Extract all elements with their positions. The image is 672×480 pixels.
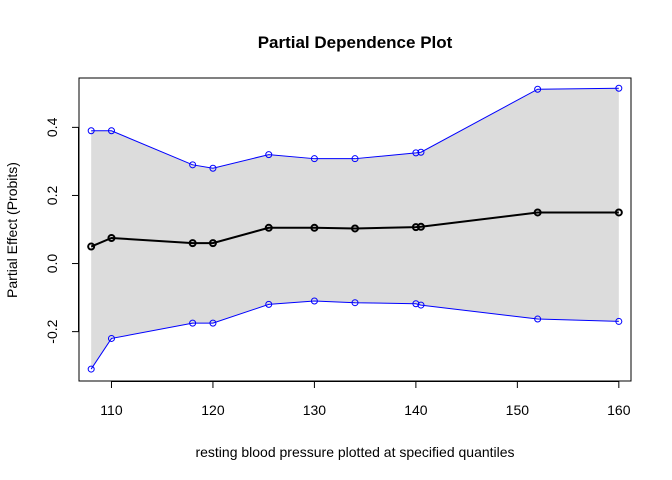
x-tick-label: 130 [303, 402, 327, 418]
upper-band-point [417, 148, 425, 156]
y-tick-label: 0.2 [44, 186, 60, 206]
y-tick-label: 0.4 [44, 117, 60, 137]
x-tick-label: 120 [201, 402, 225, 418]
upper-band-point [351, 155, 359, 163]
estimate-point [416, 222, 425, 231]
x-axis-label: resting blood pressure plotted at specif… [195, 444, 514, 460]
estimate-point [264, 223, 273, 232]
estimate-point [208, 239, 217, 248]
estimate-point [614, 208, 623, 217]
upper-band-point [209, 164, 217, 172]
upper-band-point [615, 84, 623, 92]
chart-title: Partial Dependence Plot [258, 33, 453, 52]
estimate-point [533, 208, 542, 217]
lower-band-point [615, 317, 623, 325]
upper-band-point [412, 149, 420, 157]
lower-band-point [87, 365, 95, 373]
upper-band-point [87, 127, 95, 135]
lower-band-point [310, 297, 318, 305]
upper-band-point [534, 85, 542, 93]
y-tick-label: 0.0 [44, 254, 60, 274]
estimate-point [107, 234, 116, 243]
lower-band-line [90, 300, 619, 370]
x-tick-label: 140 [404, 402, 428, 418]
series-lines-layer [90, 87, 619, 370]
estimate-line [90, 211, 619, 248]
estimate-point [351, 224, 359, 233]
y-axis-label: Partial Effect (Probits) [4, 162, 20, 298]
y-tick-label: -0.2 [44, 319, 60, 343]
lower-band-point [351, 299, 359, 307]
upper-band-point [265, 151, 273, 159]
x-tick-label: 150 [506, 402, 530, 418]
x-axis: 110 120 130 140 150 160 [100, 381, 631, 418]
lower-band-point [417, 301, 425, 309]
upper-band-point [189, 161, 197, 169]
upper-band-line [91, 87, 619, 169]
lower-band-point [534, 315, 542, 323]
estimate-point [310, 223, 319, 232]
upper-band-point [107, 127, 115, 135]
lower-band-point [189, 319, 197, 327]
lower-band-point [265, 300, 273, 308]
upper-band-point [310, 155, 318, 163]
estimate-point [188, 239, 197, 248]
x-tick-label: 160 [607, 402, 631, 418]
y-axis: -0.2 0.0 0.2 0.4 [44, 117, 79, 344]
lower-band-point [412, 300, 420, 308]
series-points-layer [87, 84, 623, 373]
estimate-point [87, 242, 96, 251]
x-tick-label: 110 [100, 402, 123, 418]
lower-band-point [209, 319, 217, 327]
lower-band-point [107, 334, 115, 342]
